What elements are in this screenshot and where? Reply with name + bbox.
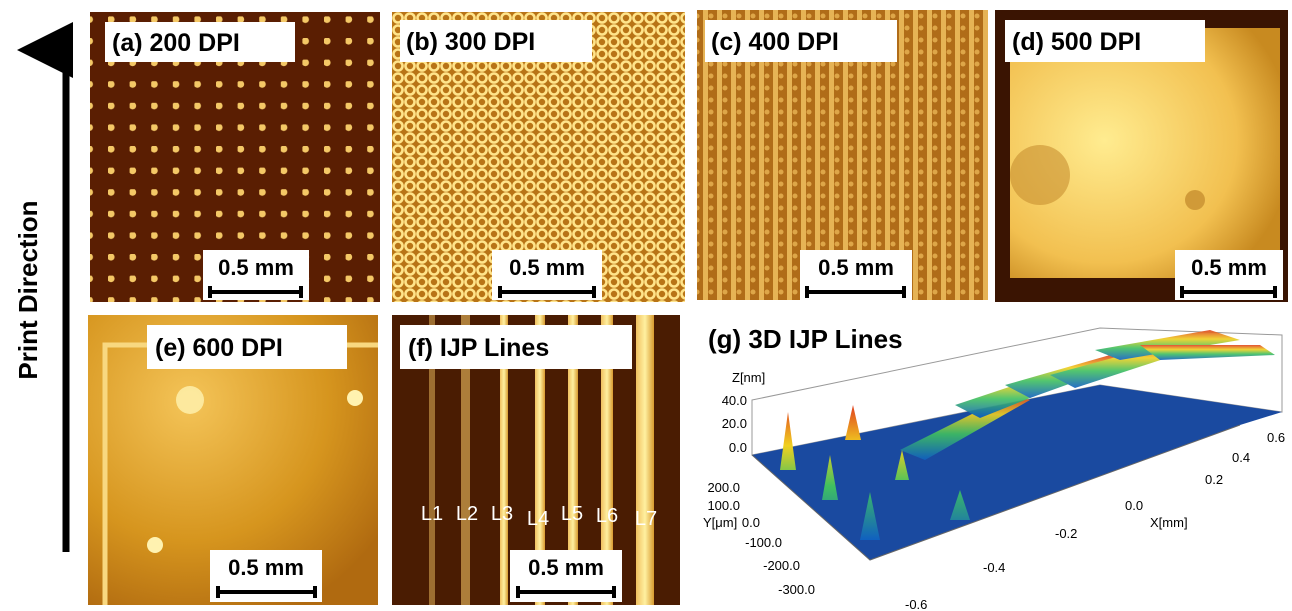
panel-label: (c) 400 DPI (711, 28, 839, 56)
decoration (636, 315, 654, 605)
decoration (176, 386, 204, 414)
line-label: L3 (491, 503, 513, 525)
line-label: L1 (421, 503, 443, 525)
figure: Print Direction (a) 200 DPI 0.5 mm (b) 3… (0, 0, 1292, 611)
print-direction-label: Print Direction (13, 200, 43, 379)
panel-g: (g) 3D IJP Lines Z[nm] 40.0 20.0 0.0 200… (703, 324, 1285, 611)
x-tick-label: 0.0 (1125, 498, 1143, 513)
y-tick-label: -200.0 (763, 558, 800, 573)
x-tick-label: 0.2 (1205, 472, 1223, 487)
panel-label: (d) 500 DPI (1012, 28, 1141, 56)
scale-bar-label: 0.5 mm (218, 255, 294, 280)
panel-label: (f) IJP Lines (408, 334, 549, 362)
scale-bar-label: 0.5 mm (228, 555, 304, 580)
line-label: L4 (527, 508, 549, 530)
panel-label: (a) 200 DPI (112, 29, 240, 57)
line-label: L2 (456, 503, 478, 525)
line-label: L7 (635, 508, 657, 530)
z-tick-label: 20.0 (722, 416, 747, 431)
panel-c: (c) 400 DPI 0.5 mm (697, 10, 988, 300)
y-tick-label: 0.0 (742, 515, 760, 530)
x-tick-label: -0.2 (1055, 526, 1077, 541)
line-label: L6 (596, 505, 618, 527)
y-tick-label: 100.0 (707, 498, 740, 513)
line-label: L5 (561, 503, 583, 525)
y-axis-label: Y[μm] (703, 515, 737, 530)
scale-bar-label: 0.5 mm (528, 555, 604, 580)
x-tick-label: 0.4 (1232, 450, 1250, 465)
x-tick-label: 0.6 (1267, 430, 1285, 445)
x-axis-label: X[mm] (1150, 515, 1188, 530)
panel-label: (b) 300 DPI (406, 28, 535, 56)
z-tick-label: 0.0 (729, 440, 747, 455)
decoration (1185, 190, 1205, 210)
x-tick-label: -0.6 (905, 597, 927, 611)
decoration (147, 537, 163, 553)
decoration (1010, 145, 1070, 205)
panel-e: (e) 600 DPI 0.5 mm (88, 315, 378, 605)
panel-label: (e) 600 DPI (155, 334, 283, 362)
panel-f: (f) IJP Lines L1 L2 L3 L4 L5 L6 L7 0.5 m… (392, 315, 680, 605)
z-tick-label: 40.0 (722, 393, 747, 408)
z-axis-label: Z[nm] (732, 370, 765, 385)
panel-a: (a) 200 DPI 0.5 mm (90, 12, 380, 302)
panel-b: (b) 300 DPI 0.5 mm (392, 12, 685, 302)
decoration (1140, 345, 1275, 360)
plot-title: (g) 3D IJP Lines (708, 324, 903, 354)
scale-bar-label: 0.5 mm (509, 255, 585, 280)
y-tick-label: -300.0 (778, 582, 815, 597)
y-tick-label: -100.0 (745, 535, 782, 550)
scale-bar-label: 0.5 mm (818, 255, 894, 280)
decoration (347, 390, 363, 406)
scale-bar-label: 0.5 mm (1191, 255, 1267, 280)
x-tick-label: -0.4 (983, 560, 1005, 575)
panel-d: (d) 500 DPI 0.5 mm (995, 10, 1288, 302)
y-tick-label: 200.0 (707, 480, 740, 495)
